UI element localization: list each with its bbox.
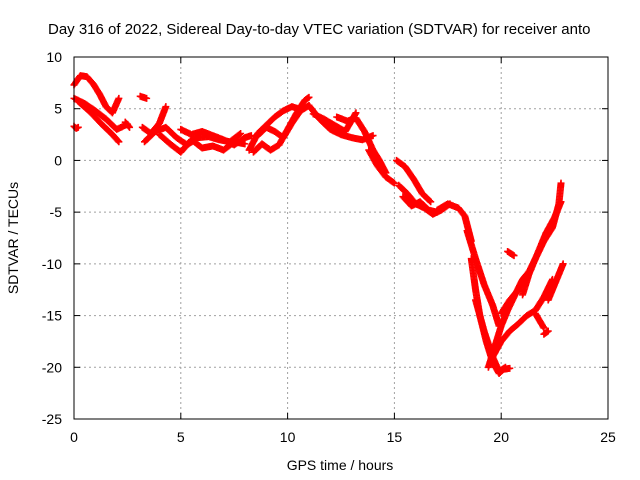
x-axis-label: GPS time / hours [287, 457, 394, 473]
series-arc-e [121, 118, 134, 131]
series-arc-r [393, 156, 435, 206]
data-marks [70, 72, 567, 377]
x-tick-label: 20 [493, 429, 509, 445]
data-point [510, 252, 518, 260]
data-point [369, 132, 377, 140]
data-point [125, 122, 133, 130]
x-tick-label: 25 [600, 429, 616, 445]
data-point [540, 324, 548, 332]
series-arc-af [544, 260, 567, 304]
series-arc-v [463, 227, 503, 330]
series-arc-ad [531, 310, 548, 332]
series-arc-ae [540, 327, 552, 338]
data-point [114, 137, 122, 145]
y-tick-label: -10 [42, 256, 62, 272]
data-point [390, 179, 398, 187]
data-point [559, 260, 567, 268]
y-tick-label: -15 [42, 308, 62, 324]
series-arc-z [489, 275, 556, 361]
series-arc-u [433, 200, 475, 245]
y-tick-label: 10 [46, 49, 62, 65]
series-arc-f [136, 92, 151, 102]
data-point [126, 123, 134, 131]
data-point [74, 123, 82, 131]
y-tick-label: -25 [42, 411, 62, 427]
series-arc-t [399, 193, 441, 216]
data-point [557, 198, 565, 206]
y-tick-label: 5 [54, 101, 62, 117]
chart-title: Day 316 of 2022, Sidereal Day-to-day VTE… [48, 21, 590, 38]
data-point [241, 140, 249, 148]
x-tick-label: 0 [70, 429, 78, 445]
y-tick-label: -5 [50, 204, 63, 220]
series-arc-q [365, 146, 398, 187]
series-arc-ac [504, 247, 518, 260]
x-tick-label: 15 [387, 429, 403, 445]
grid-lines [74, 57, 608, 419]
data-point [115, 94, 123, 102]
data-point [557, 179, 565, 187]
data-point [427, 198, 435, 206]
data-point [501, 363, 509, 371]
data-point [162, 103, 170, 111]
x-tick-label: 5 [177, 429, 185, 445]
series-arc-ab [519, 198, 565, 299]
series-arc-a [70, 72, 123, 117]
y-axis-label: SDTVAR / TECUs [5, 182, 21, 294]
series-arc-d [70, 122, 82, 132]
data-point [115, 138, 123, 146]
tick-labels: 0 5 10 15 20 25 -25 -20 -15 -10 -5 0 5 10 [42, 49, 616, 445]
y-tick-label: -20 [42, 359, 62, 375]
y-tick-label: 0 [54, 152, 62, 168]
data-point [426, 197, 434, 205]
series-arc-j [177, 125, 255, 149]
series-arc-l [249, 93, 313, 156]
data-point [236, 130, 244, 138]
series-arc-c [74, 97, 123, 146]
series-arc-m [254, 102, 313, 142]
plot-frame [73, 56, 609, 420]
tick-marks [73, 56, 609, 420]
data-point [305, 93, 313, 101]
data-point [143, 94, 151, 102]
x-tick-label: 10 [280, 429, 296, 445]
data-point [237, 130, 245, 138]
data-point [544, 327, 552, 335]
